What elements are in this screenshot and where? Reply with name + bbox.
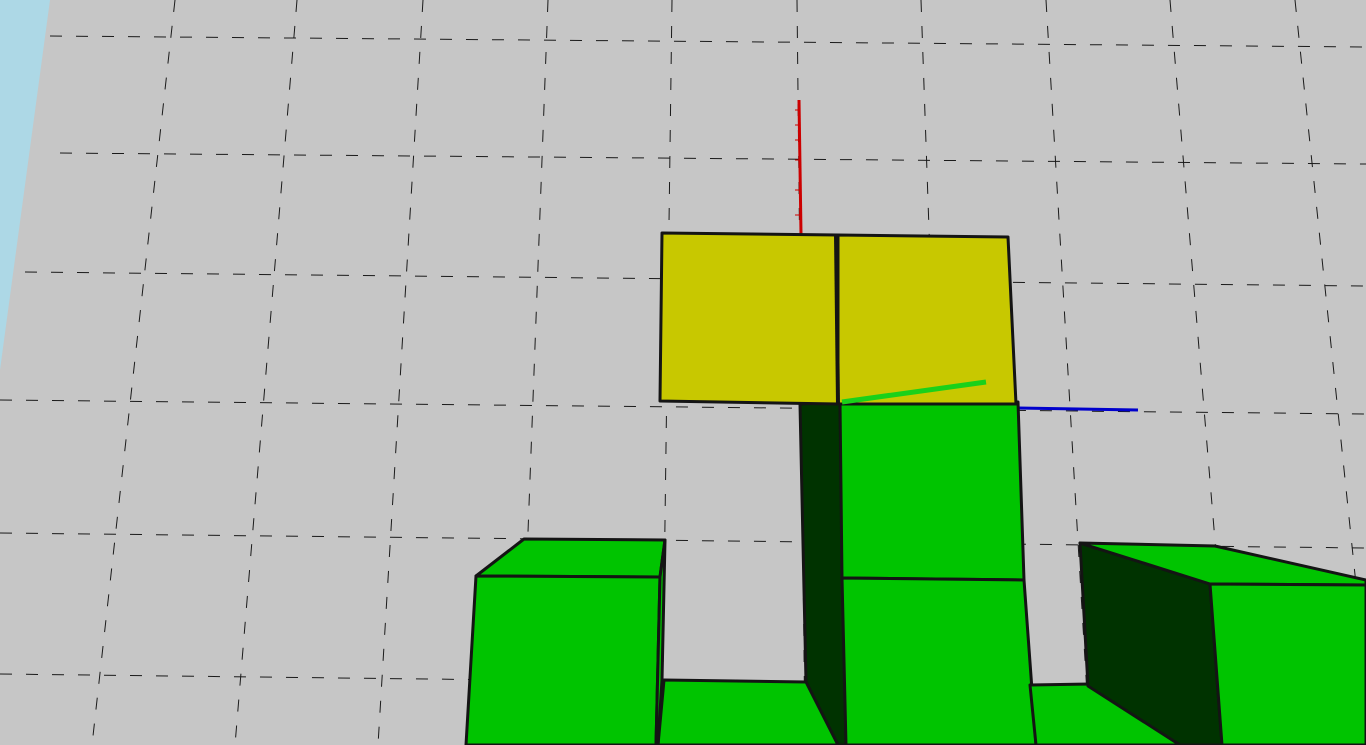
tower-middle-block[interactable] [838, 400, 1026, 582]
left-block-side [654, 538, 667, 745]
center-low-block[interactable] [656, 678, 840, 745]
x-axis-green [841, 379, 987, 405]
left-block[interactable] [464, 574, 662, 745]
highlighted-block[interactable] [658, 231, 1018, 406]
right-block-top[interactable] [1078, 541, 1366, 587]
right-block[interactable] [1208, 582, 1366, 745]
tower-bottom-block[interactable] [840, 576, 1038, 745]
sky-region [0, 0, 50, 370]
z-axis-blue [1017, 406, 1139, 412]
y-axis-red [795, 99, 803, 235]
right-floor-block[interactable] [1028, 682, 1182, 745]
left-block-top[interactable] [474, 537, 667, 579]
